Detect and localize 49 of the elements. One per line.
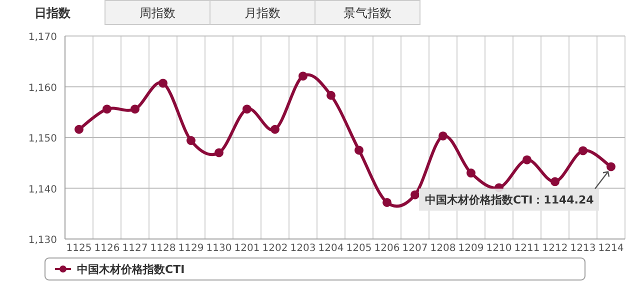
point bbox=[522, 155, 532, 164]
point bbox=[466, 168, 476, 178]
x-tick-label: 1205 bbox=[346, 243, 372, 254]
x-tick-label: 1207 bbox=[402, 243, 428, 254]
x-tick-label: 1129 bbox=[178, 243, 204, 254]
x-tick-label: 1204 bbox=[318, 243, 344, 254]
point bbox=[130, 104, 140, 114]
tabs: 日指数 周指数 月指数 景气指数 bbox=[34, 0, 420, 25]
x-tick-label: 1125 bbox=[66, 243, 92, 254]
point bbox=[158, 78, 168, 88]
point bbox=[354, 146, 364, 155]
point bbox=[214, 148, 224, 158]
legend-label: 中国木材价格指数CTI bbox=[77, 263, 185, 276]
x-tick-label: 1210 bbox=[486, 243, 512, 254]
point bbox=[382, 198, 392, 207]
x-tick-label: 1212 bbox=[542, 243, 568, 254]
x-tick-label: 1213 bbox=[570, 243, 596, 254]
y-tick-label: 1,150 bbox=[28, 134, 57, 144]
x-tick-label: 1208 bbox=[430, 243, 456, 254]
x-tick-label: 1128 bbox=[150, 243, 176, 254]
x-tick-label: 1202 bbox=[262, 243, 288, 254]
x-tick-label: 1211 bbox=[514, 243, 540, 254]
x-tick-label: 1206 bbox=[374, 243, 400, 254]
point bbox=[438, 131, 448, 140]
point bbox=[606, 162, 616, 172]
y-tick-label: 1,130 bbox=[28, 235, 57, 246]
point bbox=[186, 136, 196, 146]
point bbox=[550, 177, 560, 186]
point bbox=[270, 124, 280, 134]
y-tick-label: 1,160 bbox=[28, 82, 57, 94]
x-tick-label: 1201 bbox=[234, 243, 260, 254]
point bbox=[102, 104, 112, 114]
x-tick-label: 1209 bbox=[458, 243, 484, 254]
tooltip: 中国木材价格指数CTI：1144.24 bbox=[419, 188, 599, 211]
point bbox=[326, 90, 336, 100]
x-tick-label: 1127 bbox=[122, 243, 148, 254]
point bbox=[74, 124, 84, 134]
x-tick-label: 1214 bbox=[598, 243, 624, 254]
annotation: 中国木材价格指数CTI：1144.24 bbox=[425, 194, 594, 207]
x-tick-label: 1126 bbox=[94, 243, 120, 254]
x-tick-label: 1130 bbox=[206, 243, 232, 254]
y-tick-label: 1,140 bbox=[28, 184, 57, 196]
x-tick-label: 1203 bbox=[290, 243, 316, 254]
legend: 中国木材价格指数CTI bbox=[44, 258, 586, 280]
point bbox=[410, 190, 420, 200]
point bbox=[298, 72, 308, 81]
point bbox=[578, 146, 588, 156]
y-tick-label: 1,170 bbox=[28, 32, 57, 43]
point bbox=[242, 104, 252, 114]
